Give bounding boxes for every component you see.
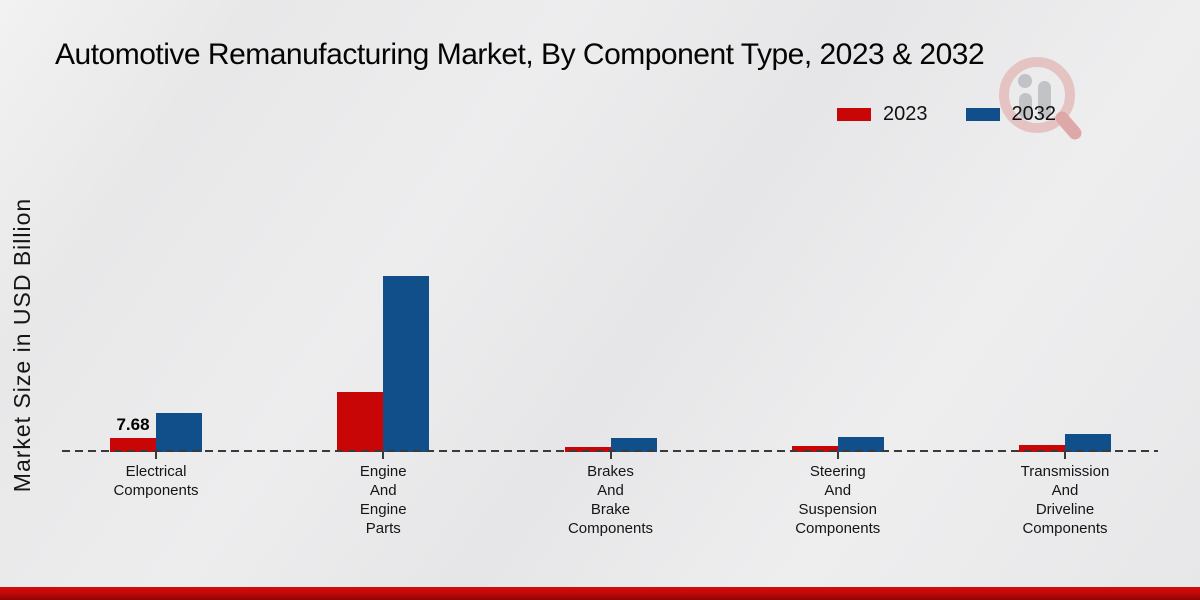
axis-tick	[609, 452, 612, 459]
bar-2023-engine-and-engine-parts	[337, 392, 384, 452]
legend-swatch-2023	[837, 108, 871, 121]
axis-tick	[382, 452, 385, 459]
chart-title: Automotive Remanufacturing Market, By Co…	[55, 38, 985, 71]
legend-item-2023: 2023	[837, 103, 928, 126]
category-label-steering-and-suspension-components: Steering And Suspension Components	[795, 463, 881, 537]
footer-bar	[0, 587, 1200, 600]
bar-2032-brakes-and-brake-components	[610, 437, 657, 452]
legend-label-2032: 2032	[1011, 103, 1057, 125]
bar-2032-engine-and-engine-parts	[383, 276, 430, 452]
legend-swatch-2032	[965, 108, 1000, 121]
axis-tick	[836, 452, 839, 459]
bar-2032-steering-and-suspension-components	[837, 437, 884, 452]
bar-2023-brakes-and-brake-components	[564, 447, 611, 452]
axis-tick	[155, 452, 157, 459]
category-label-engine-and-engine-parts: Engine And Engine Parts	[359, 463, 407, 537]
data-label-2023: 7.68	[116, 415, 150, 434]
category-label-brakes-and-brake-components: Brakes And Brake Components	[567, 463, 654, 537]
legend: 2023 2032	[837, 103, 1056, 126]
bar-2032-transmission-and-driveline-components	[1065, 433, 1111, 452]
category-label-electrical-components: Electrical Components	[113, 463, 199, 499]
bar-2032-electrical-components	[156, 412, 202, 452]
bar-2023-electrical-components	[110, 438, 156, 452]
bar-2023-transmission-and-driveline-components	[1019, 445, 1065, 452]
category-label-transmission-and-driveline-components: Transmission And Driveline Components	[1020, 463, 1110, 537]
x-axis-baseline	[62, 450, 1158, 452]
legend-label-2023: 2023	[883, 103, 928, 125]
bar-2023-steering-and-suspension-components	[791, 445, 838, 452]
axis-tick	[1064, 452, 1066, 459]
y-axis-label: Market Size in USD Billion	[9, 197, 35, 493]
bar-chart-magnifier-logo-icon	[993, 53, 1085, 146]
legend-item-2032: 2032	[965, 103, 1057, 126]
